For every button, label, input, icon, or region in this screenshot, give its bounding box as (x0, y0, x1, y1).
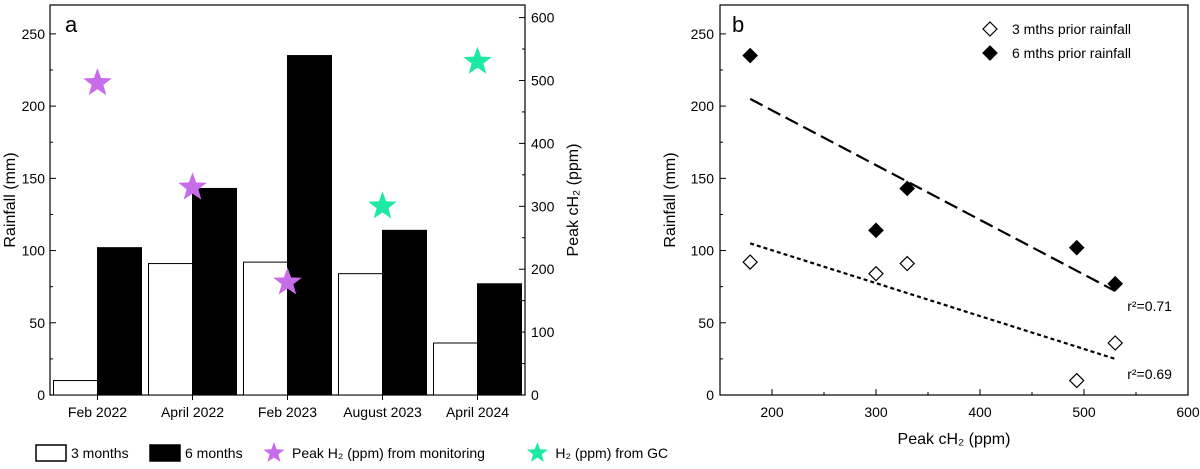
panel-b-fit-lines: r²=0.69 r²=0.71 (749, 97, 1172, 382)
category-tick-label: Feb 2023 (258, 404, 317, 420)
point-6-mths-prior-rainfall (868, 222, 884, 239)
y-tick-label: 100 (22, 243, 46, 259)
panel-a-legend: 3 months 6 months Peak H₂ (ppm) from monit… (35, 442, 668, 462)
panel-a-left-axis-ticks: 0 50 100 150 200 250 (22, 26, 56, 403)
panel-a-right-axis-label: Peak cH₂ (ppm) (565, 144, 582, 257)
legend-star-h-ppm-from-gc (526, 442, 548, 462)
legend-label-peak-h-ppm-from-monitoring: Peak H₂ (ppm) from monitoring (292, 445, 485, 461)
point-3-mths-prior-rainfall (1068, 372, 1085, 389)
panel-a-label: a (65, 12, 78, 37)
bar-3-months-april-2024 (433, 342, 478, 396)
panel-a-category-ticks: Feb 2022 April 2022 Feb 2023 August 2023 Apr… (68, 395, 509, 420)
star-marker-peak-h-ppm-from-monitoring-feb-2023 (273, 267, 302, 295)
x-tick-label: 500 (1072, 404, 1096, 420)
bar-3-months-april-2022 (148, 263, 193, 396)
x-tick-label: 600 (1176, 404, 1200, 420)
y-tick-label: 250 (22, 26, 46, 42)
y-tick-label: 200 (22, 98, 46, 114)
y-tick-label: 250 (691, 26, 715, 42)
panel-a-chart: a 0 50 100 150 200 250 0 100 200 300 400 500 600 Fe… (2, 4, 582, 420)
category-tick-label: Feb 2022 (68, 404, 127, 420)
legend-label-3-mths-prior-rainfall: 3 mths prior rainfall (1012, 21, 1131, 37)
point-3-mths-prior-rainfall (899, 255, 916, 272)
point-3-mths-prior-rainfall (1107, 335, 1124, 351)
panel-b-y-axis-label: Rainfall (mm) (662, 152, 679, 247)
star-marker-peak-h-ppm-from-monitoring-feb-2022 (83, 68, 112, 96)
legend-label-h-ppm-from-gc: H₂ (ppm) from GC (555, 445, 668, 461)
legend-label-6-months: 6 months (185, 445, 243, 461)
point-6-mths-prior-rainfall (1068, 239, 1085, 256)
legend-star-peak-h-ppm-from-monitoring (263, 442, 285, 462)
panel-b-points (742, 47, 1124, 389)
point-3-mths-prior-rainfall (742, 254, 759, 270)
category-tick-label: April 2024 (446, 404, 509, 420)
point-6-mths-prior-rainfall (1107, 275, 1124, 292)
y-tick-label: 100 (691, 243, 715, 259)
y-tick-label: 50 (698, 315, 714, 331)
fit-line-3-mths-prior-rainfall (749, 242, 1116, 360)
y2-tick-label: 100 (531, 324, 555, 340)
bar-3-months-feb-2023 (243, 261, 288, 396)
point-6-mths-prior-rainfall (899, 180, 916, 197)
legend-marker-6-mths-prior-rainfall (982, 45, 998, 61)
y2-tick-label: 300 (531, 198, 555, 214)
bar-6-months-feb-2023 (287, 55, 332, 396)
y-tick-label: 150 (22, 170, 46, 186)
y2-tick-label: 600 (531, 10, 555, 26)
y2-tick-label: 200 (531, 261, 555, 277)
legend-swatch-6-months (149, 444, 181, 462)
panel-b-legend: 3 mths prior rainfall 6 mths prior rainfa… (982, 21, 1131, 61)
legend-label-3-months: 3 months (71, 445, 129, 461)
y-tick-label: 50 (29, 315, 45, 331)
panel-b-x-axis-label: Peak cH₂ (ppm) (898, 431, 1011, 448)
bar-6-months-august-2023 (382, 229, 427, 396)
y2-tick-label: 0 (531, 387, 539, 403)
legend-marker-3-mths-prior-rainfall (982, 21, 998, 37)
x-tick-label: 200 (760, 404, 784, 420)
panel-b-x-axis-ticks: 200 300 400 500 600 (760, 389, 1200, 420)
fit-line-6-mths-prior-rainfall (749, 97, 1116, 292)
legend-label-6-mths-prior-rainfall: 6 mths prior rainfall (1012, 45, 1131, 61)
bar-3-months-feb-2022 (53, 380, 98, 396)
panel-a-markers (83, 46, 492, 295)
y2-tick-label: 500 (531, 72, 555, 88)
legend-swatch-3-months (35, 444, 67, 462)
r-squared-label-6-mths-prior-rainfall: r²=0.71 (1127, 298, 1172, 314)
y-tick-label: 200 (691, 98, 715, 114)
star-marker-h-ppm-from-gc-august-2023 (368, 191, 397, 219)
star-marker-peak-h-ppm-from-monitoring-april-2022 (178, 172, 207, 200)
point-6-mths-prior-rainfall (742, 47, 759, 64)
panel-b-label: b (732, 12, 744, 37)
bar-6-months-april-2024 (477, 283, 522, 396)
x-tick-label: 400 (968, 404, 992, 420)
bar-3-months-august-2023 (338, 273, 383, 396)
panel-b-frame (719, 4, 1189, 396)
category-tick-label: April 2022 (161, 404, 224, 420)
point-3-mths-prior-rainfall (868, 265, 884, 282)
panel-b-chart: b r²=0.69 r²=0.71 0 50 100 150 200 250 200 300 4… (662, 4, 1200, 448)
panel-a-right-axis-ticks: 0 100 200 300 400 500 600 (519, 10, 555, 403)
star-marker-h-ppm-from-gc-april-2024 (463, 46, 492, 74)
y-tick-label: 0 (706, 387, 714, 403)
y-tick-label: 150 (691, 170, 715, 186)
y2-tick-label: 400 (531, 135, 555, 151)
bar-6-months-april-2022 (192, 187, 237, 396)
panel-a-bars (53, 55, 522, 396)
y-tick-label: 0 (37, 387, 45, 403)
r-squared-label-3-mths-prior-rainfall: r²=0.69 (1127, 366, 1172, 382)
panel-b-y-axis-ticks: 0 50 100 150 200 250 (691, 26, 726, 403)
x-tick-label: 300 (864, 404, 888, 420)
category-tick-label: August 2023 (343, 404, 422, 420)
panel-a-y-axis-label: Rainfall (mm) (2, 152, 19, 247)
bar-6-months-feb-2022 (97, 247, 142, 396)
